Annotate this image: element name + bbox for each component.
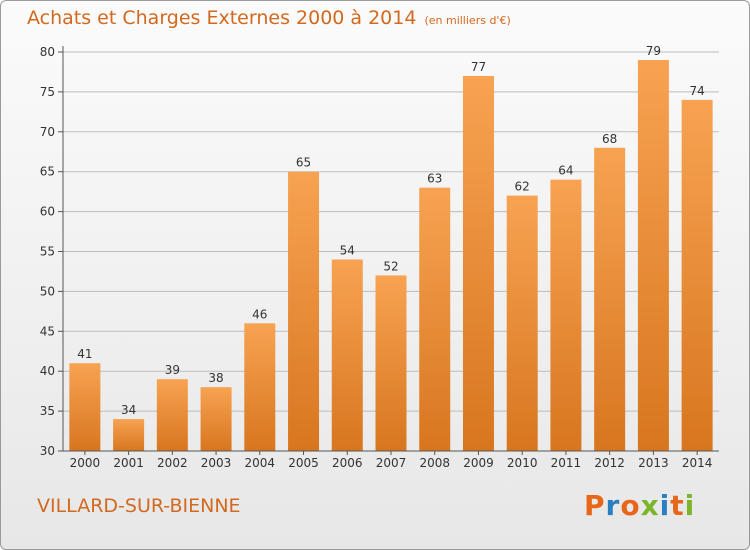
value-label: 34: [121, 403, 136, 417]
x-tick-label: 2010: [507, 456, 538, 470]
logo-letter: x: [640, 489, 660, 522]
y-tick-label: 35: [40, 404, 55, 418]
x-tick-label: 2013: [638, 456, 669, 470]
value-label: 62: [515, 180, 530, 194]
x-tick-label: 2004: [245, 456, 276, 470]
y-tick-label: 80: [40, 45, 55, 59]
bar-2013: [637, 59, 669, 451]
x-tick-label: 2009: [463, 456, 494, 470]
y-tick-label: 75: [40, 85, 55, 99]
value-label: 46: [252, 307, 267, 321]
y-tick-label: 70: [40, 125, 55, 139]
value-label: 39: [165, 363, 180, 377]
value-label: 68: [602, 132, 617, 146]
bar-2003: [200, 387, 232, 451]
bar-2009: [462, 75, 494, 451]
y-tick-label: 45: [40, 324, 55, 338]
x-tick-label: 2001: [113, 456, 144, 470]
logo-letter: P: [584, 489, 606, 522]
chart-subtitle: (en milliers d'€): [424, 14, 511, 27]
bar-2014: [681, 99, 713, 451]
x-tick-label: 2008: [419, 456, 450, 470]
x-tick-label: 2007: [376, 456, 407, 470]
bars: [69, 59, 713, 451]
x-tick-label: 2003: [201, 456, 232, 470]
value-labels: 41 34 39 38 46 65 54 52 63 77 62 64 68 79 74: [77, 44, 705, 417]
value-label: 79: [646, 44, 661, 58]
logo-letter: o: [620, 489, 641, 522]
x-tick-label: 2002: [157, 456, 188, 470]
bar-2000: [69, 363, 101, 451]
bar-2004: [244, 323, 276, 451]
y-tick-label: 40: [40, 364, 55, 378]
logo-letter: i: [684, 489, 696, 522]
bar-2007: [375, 275, 407, 451]
proxiti-logo: Proxiti: [584, 489, 695, 522]
bar-2010: [506, 195, 538, 451]
value-label: 63: [427, 172, 442, 186]
bar-2002: [156, 379, 188, 451]
x-tick-label: 2006: [332, 456, 363, 470]
bar-2006: [331, 259, 363, 451]
axes: 30 35 40 45 50 55 60 65 70 75 80 2000 2001 2002 2003 20…: [40, 45, 719, 470]
value-label: 64: [558, 164, 573, 178]
x-tick-label: 2011: [551, 456, 582, 470]
x-tick-label: 2014: [682, 456, 713, 470]
y-tick-label: 65: [40, 165, 55, 179]
logo-letter: r: [605, 489, 621, 522]
x-tick-label: 2012: [594, 456, 625, 470]
bar-2012: [594, 147, 626, 451]
bar-2011: [550, 179, 582, 451]
value-label: 41: [77, 347, 92, 361]
bar-2005: [288, 171, 320, 451]
value-label: 65: [296, 156, 311, 170]
chart-title: Achats et Charges Externes 2000 à 2014 (e…: [27, 7, 511, 29]
bar-2008: [419, 187, 451, 451]
logo-letter: t: [670, 489, 685, 522]
value-label: 54: [340, 243, 355, 257]
value-label: 77: [471, 60, 486, 74]
logo-letter: i: [659, 489, 671, 522]
commune-name: VILLARD-SUR-BIENNE: [37, 495, 241, 517]
y-tick-label: 60: [40, 205, 55, 219]
y-tick-label: 55: [40, 245, 55, 259]
value-label: 38: [208, 371, 223, 385]
x-tick-label: 2000: [70, 456, 101, 470]
chart-title-text: Achats et Charges Externes 2000 à 2014: [27, 7, 417, 29]
y-tick-label: 30: [40, 444, 55, 458]
y-tick-label: 50: [40, 284, 55, 298]
x-tick-label: 2005: [288, 456, 319, 470]
bar-2001: [113, 419, 145, 451]
value-label: 52: [383, 259, 398, 273]
value-label: 74: [689, 84, 704, 98]
